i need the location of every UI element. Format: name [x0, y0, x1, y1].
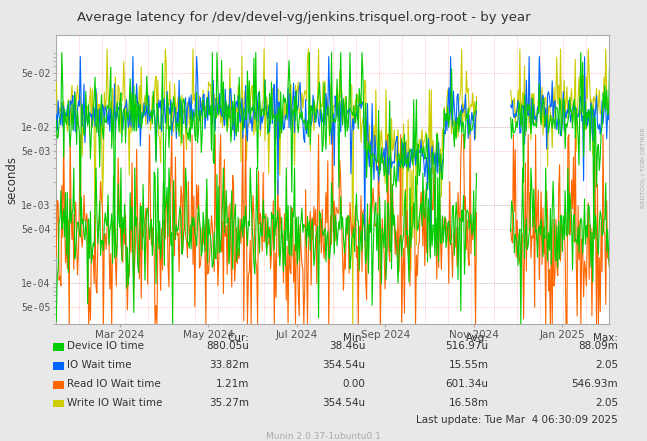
Text: 33.82m: 33.82m — [209, 360, 249, 370]
Text: 2.05: 2.05 — [595, 360, 618, 370]
Text: 2.05: 2.05 — [595, 398, 618, 408]
Text: 516.97u: 516.97u — [445, 341, 488, 351]
Text: 16.58m: 16.58m — [448, 398, 488, 408]
Text: Write IO Wait time: Write IO Wait time — [67, 398, 162, 408]
Text: RRDTOOL / TOBI OETIKER: RRDTOOL / TOBI OETIKER — [641, 127, 646, 208]
Text: 880.05u: 880.05u — [206, 341, 249, 351]
Text: 354.54u: 354.54u — [322, 398, 366, 408]
Text: Min:: Min: — [344, 333, 366, 343]
Text: 354.54u: 354.54u — [322, 360, 366, 370]
Text: 35.27m: 35.27m — [209, 398, 249, 408]
Text: Munin 2.0.37-1ubuntu0.1: Munin 2.0.37-1ubuntu0.1 — [266, 432, 381, 441]
Text: Average latency for /dev/devel-vg/jenkins.trisquel.org-root - by year: Average latency for /dev/devel-vg/jenkin… — [77, 11, 531, 24]
Text: Max:: Max: — [593, 333, 618, 343]
Text: 546.93m: 546.93m — [571, 379, 618, 389]
Text: 15.55m: 15.55m — [448, 360, 488, 370]
Text: 0.00: 0.00 — [343, 379, 366, 389]
Text: 1.21m: 1.21m — [215, 379, 249, 389]
Text: IO Wait time: IO Wait time — [67, 360, 132, 370]
Text: Device IO time: Device IO time — [67, 341, 144, 351]
Text: 601.34u: 601.34u — [446, 379, 488, 389]
Text: 88.09m: 88.09m — [578, 341, 618, 351]
Text: 38.46u: 38.46u — [329, 341, 366, 351]
Text: Avg:: Avg: — [466, 333, 488, 343]
Y-axis label: seconds: seconds — [6, 156, 19, 204]
Text: Cur:: Cur: — [227, 333, 249, 343]
Text: Last update: Tue Mar  4 06:30:09 2025: Last update: Tue Mar 4 06:30:09 2025 — [416, 415, 618, 425]
Text: Read IO Wait time: Read IO Wait time — [67, 379, 161, 389]
